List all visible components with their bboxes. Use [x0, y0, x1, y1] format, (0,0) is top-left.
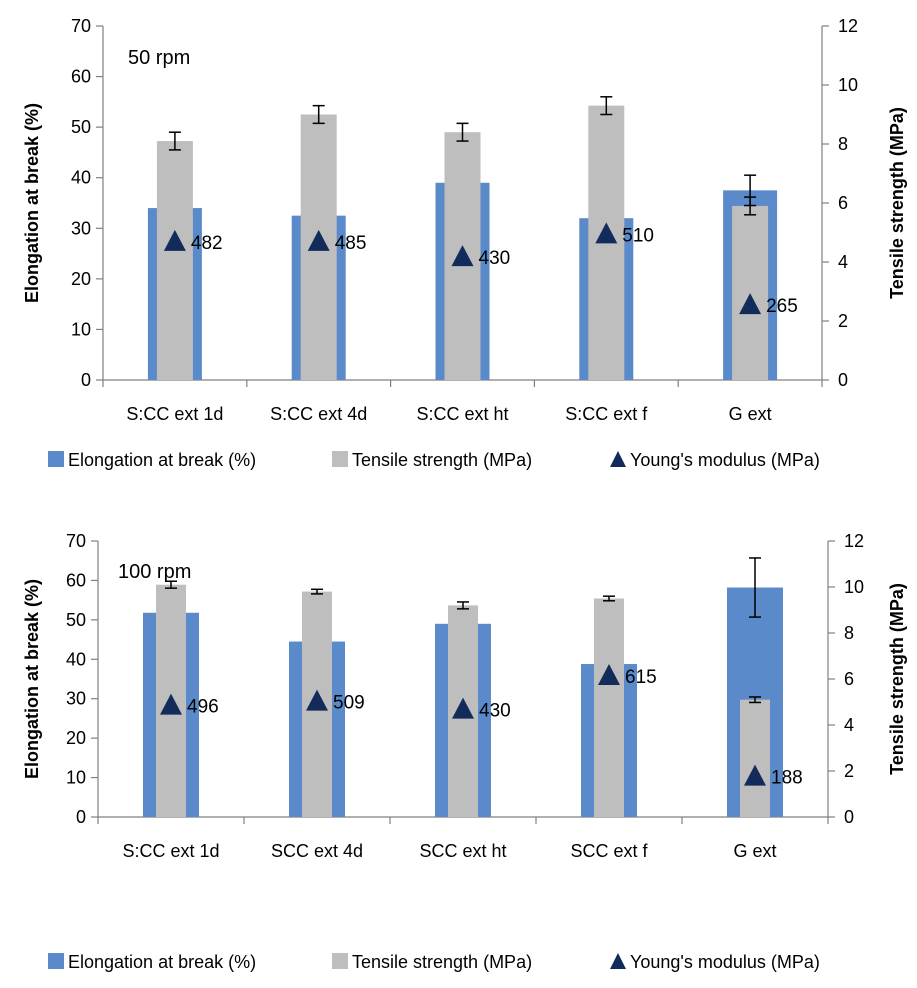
tensile-error-bar	[744, 196, 757, 216]
right-tick-label: 12	[838, 16, 858, 36]
modulus-marker	[598, 664, 620, 686]
right-tick-label: 10	[844, 577, 864, 597]
legend-label: Young's modulus (MPa)	[630, 450, 820, 470]
legend-swatch	[48, 953, 64, 969]
left-tick-label: 10	[71, 319, 91, 339]
left-tick-label: 40	[66, 649, 86, 669]
right-tick-label: 2	[844, 761, 854, 781]
x-tick-label: G ext	[733, 841, 776, 861]
left-tick-label: 20	[71, 269, 91, 289]
tensile-bar	[156, 141, 193, 380]
tensile-error-bar	[603, 595, 615, 602]
modulus-data-label: 482	[191, 233, 223, 254]
right-tick-label: 0	[844, 807, 854, 827]
tensile-error-bar	[456, 122, 469, 142]
left-tick-label: 50	[66, 610, 86, 630]
legend-label: Elongation at break (%)	[68, 450, 256, 470]
left-axis-title: Elongation at break (%)	[22, 579, 42, 779]
tensile-bar	[594, 598, 624, 817]
right-tick-label: 8	[838, 134, 848, 154]
legend-marker	[610, 451, 626, 467]
elongation-error-bar	[749, 557, 761, 618]
tensile-error-bar	[749, 696, 761, 704]
left-tick-label: 0	[81, 370, 91, 390]
x-tick-label: S:CC ext 4d	[270, 404, 367, 424]
chart-50rpm: 0 10 20 30 40 50 60 70 0 2 4 6 8 10 12 482 S:CC ext 1d 48…	[22, 16, 907, 470]
tensile-error-bar	[600, 96, 613, 116]
left-tick-label: 30	[71, 218, 91, 238]
legend: Elongation at break (%) Tensile strength …	[48, 450, 820, 470]
legend-label: Elongation at break (%)	[68, 952, 256, 972]
tensile-error-bar	[311, 588, 323, 595]
right-tick-label: 4	[844, 715, 854, 735]
modulus-marker	[452, 697, 474, 719]
modulus-marker	[739, 293, 762, 315]
x-tick-label: S:CC ext 1d	[126, 404, 223, 424]
tensile-error-bar	[168, 131, 181, 151]
left-tick-label: 70	[71, 16, 91, 36]
rpm-annotation: 100 rpm	[118, 561, 191, 583]
modulus-marker	[744, 764, 766, 786]
right-tick-label: 4	[838, 252, 848, 272]
modulus-data-label: 496	[187, 697, 219, 718]
modulus-data-label: 615	[625, 667, 657, 688]
right-axis-title: Tensile strength (MPa)	[887, 107, 907, 299]
left-tick-label: 60	[66, 570, 86, 590]
left-tick-label: 60	[71, 67, 91, 87]
x-tick-label: SCC ext 4d	[271, 841, 363, 861]
x-tick-label: G ext	[729, 404, 772, 424]
modulus-marker	[306, 689, 328, 711]
modulus-marker	[451, 245, 474, 267]
modulus-data-label: 485	[335, 233, 367, 254]
right-tick-label: 6	[844, 669, 854, 689]
right-tick-label: 8	[844, 623, 854, 643]
tensile-error-bar	[312, 104, 325, 125]
right-tick-label: 0	[838, 370, 848, 390]
modulus-data-label: 430	[479, 248, 511, 269]
right-tick-label: 2	[838, 311, 848, 331]
legend-swatch	[332, 953, 348, 969]
modulus-data-label: 265	[766, 296, 798, 317]
modulus-data-label: 430	[479, 701, 511, 722]
legend: Elongation at break (%) Tensile strength …	[48, 952, 820, 972]
modulus-marker	[160, 693, 182, 715]
tensile-bar	[732, 205, 769, 380]
left-tick-label: 10	[66, 768, 86, 788]
left-tick-label: 50	[71, 117, 91, 137]
right-tick-label: 10	[838, 75, 858, 95]
legend-swatch	[332, 451, 348, 467]
legend-label: Tensile strength (MPa)	[352, 450, 532, 470]
rpm-annotation: 50 rpm	[128, 47, 190, 69]
x-tick-label: SCC ext f	[570, 841, 648, 861]
legend-label: Young's modulus (MPa)	[630, 952, 820, 972]
modulus-marker	[595, 222, 618, 244]
chart-100rpm: 0 10 20 30 40 50 60 70 0 2 4 6 8 10 12 496 S:CC ext 1d 50…	[22, 531, 907, 972]
x-tick-label: S:CC ext 1d	[122, 841, 219, 861]
x-tick-label: SCC ext ht	[419, 841, 506, 861]
legend-swatch	[48, 451, 64, 467]
x-tick-label: S:CC ext ht	[416, 404, 508, 424]
modulus-data-label: 188	[771, 768, 803, 789]
left-tick-label: 40	[71, 168, 91, 188]
tensile-error-bar	[457, 601, 469, 610]
left-tick-label: 30	[66, 689, 86, 709]
left-axis-title: Elongation at break (%)	[22, 103, 42, 303]
modulus-marker	[307, 229, 330, 251]
tensile-error-bar	[165, 580, 177, 589]
x-tick-label: S:CC ext f	[565, 404, 648, 424]
tensile-bar	[740, 699, 770, 817]
modulus-marker	[163, 229, 186, 251]
right-tick-label: 12	[844, 531, 864, 551]
left-tick-label: 0	[76, 807, 86, 827]
left-tick-label: 70	[66, 531, 86, 551]
left-tick-label: 20	[66, 728, 86, 748]
modulus-data-label: 509	[333, 693, 365, 714]
modulus-data-label: 510	[622, 225, 654, 246]
legend-marker	[610, 953, 626, 969]
right-axis-title: Tensile strength (MPa)	[887, 583, 907, 775]
legend-label: Tensile strength (MPa)	[352, 952, 532, 972]
right-tick-label: 6	[838, 193, 848, 213]
